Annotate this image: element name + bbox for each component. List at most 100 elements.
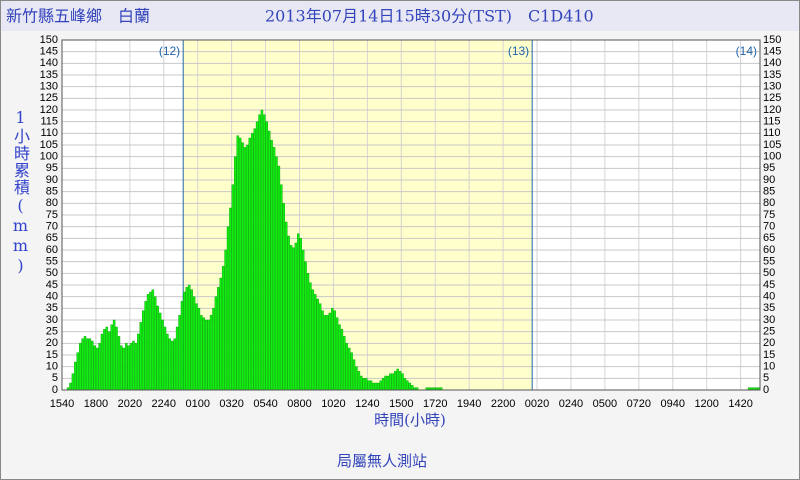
y-tick-label: 90	[46, 174, 58, 186]
bar	[246, 144, 249, 391]
bar	[389, 373, 392, 391]
y-tick-label: 100	[40, 151, 58, 163]
bar	[287, 235, 290, 391]
bar	[318, 303, 322, 391]
bar	[253, 128, 256, 391]
bar	[255, 121, 259, 391]
bar	[331, 308, 334, 391]
bar	[175, 326, 179, 391]
bar	[284, 221, 288, 391]
y-tick-label-right: 5	[763, 372, 769, 384]
bar	[384, 375, 387, 391]
y-tick-label: 30	[46, 314, 58, 326]
bar	[248, 137, 252, 391]
y-tick-label-right: 30	[763, 314, 775, 326]
x-tick-label: 1020	[321, 398, 345, 410]
y-tick-label: 150	[40, 34, 58, 46]
x-tick-label: 1940	[457, 398, 481, 410]
chart-subtitle: 2013年07月14日15時30分(TST) C1D410	[265, 7, 594, 26]
bar	[178, 315, 181, 391]
bar	[219, 277, 222, 391]
chart-title: 新竹縣五峰鄉 白蘭	[6, 7, 150, 26]
bar	[408, 382, 412, 391]
y-tick-label-right: 95	[763, 162, 775, 174]
bar	[350, 352, 353, 391]
bar	[367, 380, 370, 391]
bar	[243, 147, 247, 391]
bar	[234, 156, 237, 391]
bar	[144, 301, 147, 391]
bar	[304, 261, 307, 391]
y-tick-label: 105	[40, 139, 58, 151]
x-tick-label: 1720	[423, 398, 447, 410]
bar	[83, 336, 87, 391]
x-tick-label: 2200	[491, 398, 515, 410]
bar	[410, 385, 414, 391]
y-tick-label-right: 150	[763, 34, 781, 46]
y-tick-label-right: 50	[763, 267, 775, 279]
bar	[340, 329, 344, 391]
bar	[357, 371, 361, 391]
bar	[146, 294, 150, 391]
bar	[360, 375, 363, 391]
bar	[132, 340, 135, 391]
bar	[345, 343, 348, 391]
y-tick-label: 140	[40, 57, 58, 69]
bar	[338, 324, 341, 391]
bar	[74, 361, 77, 391]
bar	[251, 133, 254, 391]
bar	[236, 135, 239, 391]
y-tick-label: 85	[46, 186, 58, 198]
bar	[103, 329, 106, 391]
bar	[195, 303, 198, 391]
bar	[272, 147, 276, 391]
x-tick-label: 0240	[559, 398, 583, 410]
bar	[379, 380, 382, 391]
y-tick-label-right: 125	[763, 92, 781, 104]
bar	[309, 282, 312, 391]
bar	[328, 312, 332, 391]
plot-border	[61, 39, 761, 391]
y-tick-label-right: 65	[763, 232, 775, 244]
bar	[381, 378, 385, 391]
bar	[403, 378, 407, 391]
bar	[289, 245, 293, 391]
y-tick-label: 20	[46, 337, 58, 349]
bar	[204, 319, 208, 391]
bar	[263, 114, 266, 391]
bar	[115, 326, 118, 391]
day-label: (13)	[508, 44, 529, 58]
y-tick-label: 55	[46, 256, 58, 268]
bar	[226, 226, 230, 391]
bar	[171, 340, 174, 391]
bar	[311, 289, 315, 391]
bar	[364, 378, 368, 391]
y-tick-label: 45	[46, 279, 58, 291]
bar	[224, 249, 227, 391]
bar	[95, 347, 99, 391]
bar	[355, 366, 358, 391]
y-tick-label: 130	[40, 81, 58, 93]
x-tick-label: 0800	[287, 398, 311, 410]
bar	[139, 322, 142, 391]
y-tick-label-right: 15	[763, 349, 775, 361]
y-tick-label-right: 0	[763, 384, 769, 396]
x-tick-label: 2020	[118, 398, 142, 410]
bar	[209, 315, 213, 391]
y-tick-label-right: 70	[763, 221, 775, 233]
bar	[197, 308, 201, 391]
bar	[110, 324, 113, 391]
y-tick-label-right: 45	[763, 279, 775, 291]
x-tick-label: 1540	[50, 398, 74, 410]
y-tick-label: 40	[46, 291, 58, 303]
y-tick-label-right: 80	[763, 197, 775, 209]
bar	[258, 114, 261, 391]
y-tick-label-right: 145	[763, 46, 781, 58]
bar	[369, 380, 373, 391]
bar	[297, 233, 300, 391]
bar	[105, 326, 109, 391]
bar	[396, 368, 399, 391]
y-tick-label-right: 55	[763, 256, 775, 268]
bar	[78, 343, 82, 391]
